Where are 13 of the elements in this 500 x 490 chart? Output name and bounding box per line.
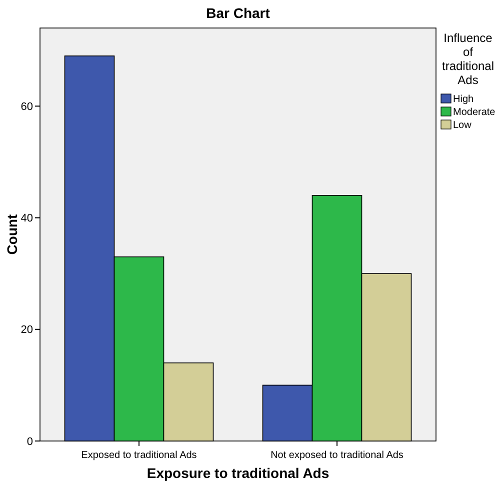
x-axis-title: Exposure to traditional Ads	[146, 465, 330, 481]
x-tick-label: Not exposed to traditional Ads	[270, 450, 404, 461]
chart-title: Bar Chart	[206, 5, 270, 21]
legend-title: Influence of traditional Ads	[442, 31, 494, 87]
y-tick-label: 0	[26, 436, 33, 448]
y-axis-title: Count	[4, 214, 20, 255]
x-tick-label: Exposed to traditional Ads	[81, 450, 197, 461]
legend-label: Moderate	[453, 107, 496, 118]
y-tick-label: 60	[20, 100, 33, 113]
y-tick-label: 20	[20, 324, 33, 336]
y-tick-label: 40	[20, 212, 33, 225]
legend-label: Low	[453, 120, 472, 131]
legend-label: High	[453, 94, 474, 105]
